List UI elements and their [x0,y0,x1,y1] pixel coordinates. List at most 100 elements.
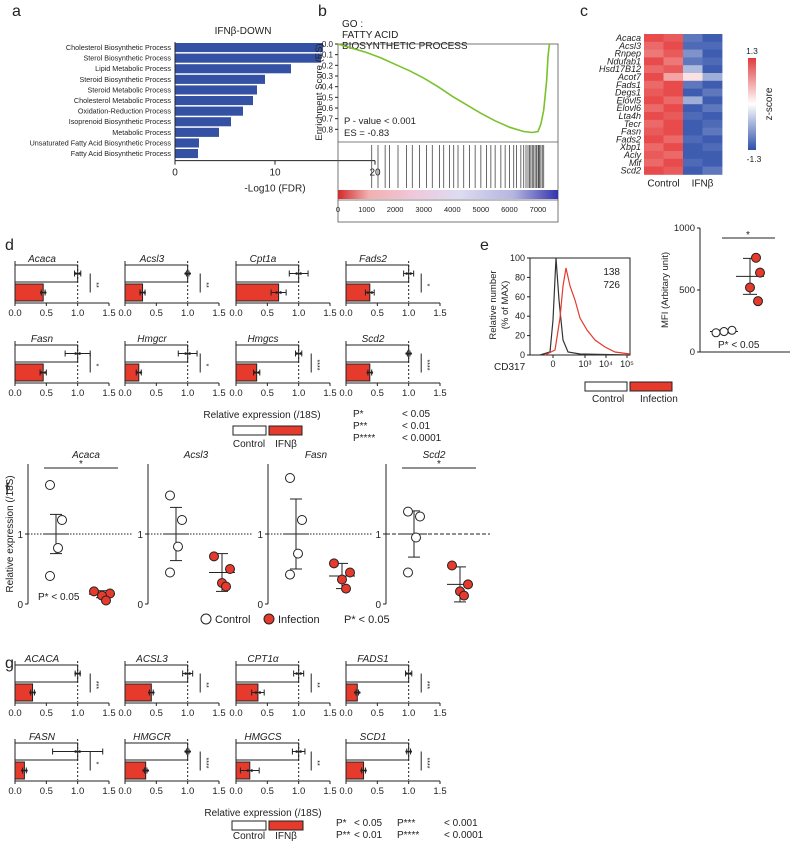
g-bar-control [235,664,300,683]
g-gene-label: ACSL3 [135,654,168,665]
f-infection-point [447,560,457,571]
c-heatmap-cell [644,49,664,58]
e-scatter-y-tick-label: 1000 [674,223,695,234]
b-frame [337,43,559,223]
g-x-tick-label: 1.0 [292,708,305,719]
e-legend-control-swatch [584,381,628,392]
c-heatmap-cell [644,104,664,113]
e-scatter-control-point [711,328,721,338]
g-x-tick-label: 0.0 [8,786,21,797]
g-x-tick-label: 0.0 [118,786,131,797]
c-heatmap-cell [644,127,664,136]
f-legend-infection-marker [263,613,275,625]
d-sig-stars: **** [423,360,430,371]
f-infection-point [337,574,347,585]
b-y-tick-label: -0.4 [319,83,333,92]
c-group-label: Control [647,178,679,189]
d-pval-value: < 0.0001 [402,433,442,444]
f-infection-point [345,567,355,578]
d-x-label: Relative expression (/18S) [203,410,320,421]
f-sig-stars: * [79,459,83,470]
c-heatmap-cell [702,34,723,43]
d-pval-value: < 0.05 [402,409,431,420]
a-bar [175,117,231,127]
b-y-tick-label: -0.3 [319,72,333,81]
g-x-tick-label: 0.0 [339,786,352,797]
d-x-tick-label: 0.5 [371,388,384,399]
c-heatmap-cell [702,88,723,97]
g-gene-label: FADS1 [357,654,389,665]
f-infection-point [459,590,469,601]
g-data-point [74,672,77,675]
d-bar-ifnb [14,283,44,302]
g-legend-control-label: Control [233,831,265,842]
d-x-tick-label: 1.0 [292,388,305,399]
a-x-label: -Log10 (FDR) [244,184,305,195]
d-x-tick-label: 0.0 [118,388,131,399]
e-hist-y-tick-label: 80 [515,272,525,282]
c-heatmap-cell [683,104,703,113]
g-x-tick-label: 0.5 [150,708,163,719]
c-heatmap-cell [702,119,723,128]
g-data-point [188,672,191,675]
c-heatmap-cell [663,127,684,136]
d-bar-control [14,264,79,283]
c-heatmap-cell [702,127,723,136]
d-x-tick-label: 1.0 [181,388,194,399]
a-bar [175,96,253,106]
g-x-tick-label: 1.5 [433,786,446,797]
f-control-point [297,515,307,525]
f-y-tick-label: 0 [375,600,381,611]
c-heatmap-cell [644,166,664,175]
e-scatter-y-tick-label: 500 [679,285,695,296]
d-sig-stars: ** [92,282,99,288]
d-pval-label: P* [353,409,364,420]
d-gene-label: Hmgcs [247,334,278,345]
b-y-tick-label: -0.1 [319,51,333,60]
g-data-point [29,691,32,694]
a-category-label: Lipid Metabolic Process [95,64,171,73]
a-category-label: Cholesterol Metabolic Process [74,96,171,105]
d-legend-control-swatch [232,425,267,436]
d-x-tick-label: 0.5 [261,388,274,399]
d-x-tick-label: 1.0 [71,308,84,319]
f-y-tick-label: 1 [17,530,23,541]
d-x-tick-label: 1.5 [102,308,115,319]
f-infection-point [225,564,235,574]
g-sig-stars: *** [92,681,99,689]
c-heatmap-cell [702,41,723,50]
c-heatmap-cell [644,143,664,152]
f-infection-point [209,551,219,562]
d-x-tick-label: 1.0 [292,308,305,319]
g-gene-label: CPT1α [247,654,279,665]
c-heatmap-cell [644,135,664,144]
d-x-tick-label: 0.0 [118,308,131,319]
d-gene-label: Cpt1a [250,254,277,265]
c-heatmap-cell [683,151,703,160]
a-x-tick-label: 10 [269,168,281,179]
g-data-point [299,672,302,675]
g-x-tick-label: 0.0 [229,786,242,797]
d-x-tick-label: 0.5 [40,388,53,399]
a-category-label: Oxidation-Reduction Process [78,107,171,116]
g-x-tick-label: 1.0 [181,786,194,797]
c-row-label: Hsd17B12 [599,64,641,74]
g-sig-stars: * [92,762,99,765]
f-pval: P* < 0.05 [344,614,390,626]
d-data-point [184,352,187,355]
c-heatmap-cell [644,34,664,43]
c-heatmap-cell [644,96,664,105]
f-control-point [285,569,295,580]
g-sig-stars: *** [423,681,430,689]
g-data-point [188,750,191,753]
a-category-label: Cholesterol Biosynthetic Process [66,43,171,52]
c-heatmap-cell [683,135,703,144]
d-x-tick-label: 0.0 [229,388,242,399]
g-x-tick-label: 0.5 [371,708,384,719]
g-x-tick-label: 0.5 [40,786,53,797]
panel-label-e: e [480,237,489,254]
b-y-tick-label: -0.8 [319,125,333,134]
e-hist-x-tick-label: 10⁵ [620,359,634,369]
d-data-point [279,291,282,294]
c-heatmap-cell [644,88,664,97]
